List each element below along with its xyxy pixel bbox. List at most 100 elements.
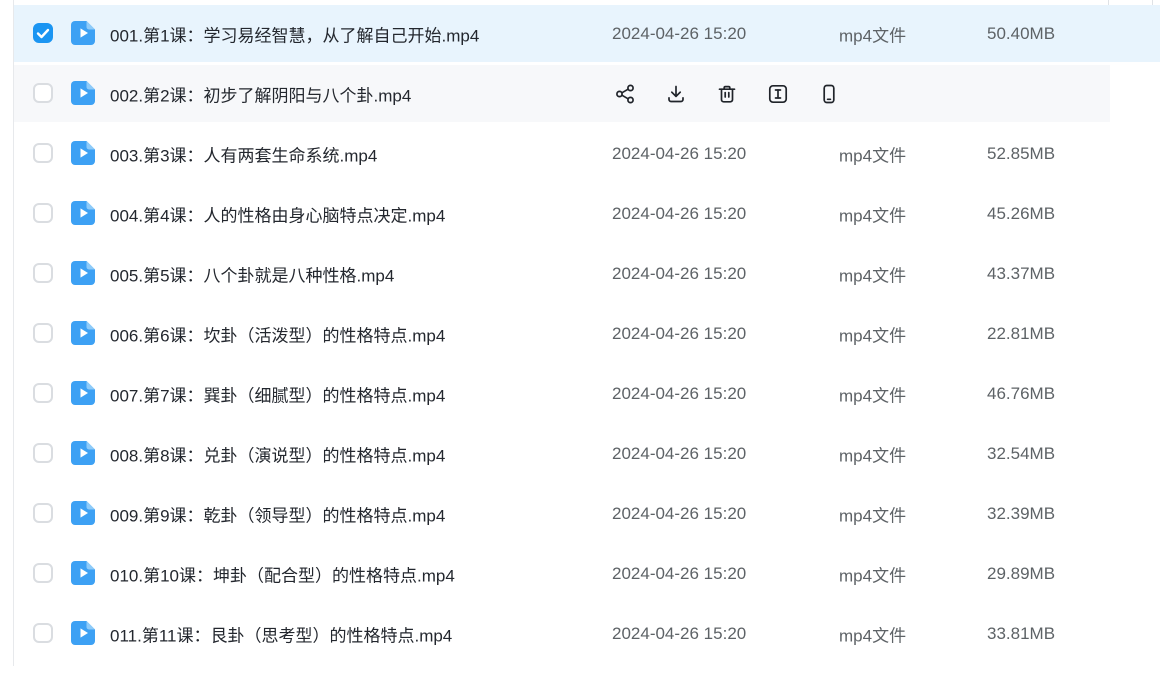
video-file-icon (70, 500, 96, 526)
file-size: 22.81MB (987, 323, 1056, 343)
download-icon (668, 85, 684, 102)
play-icon (80, 88, 88, 98)
file-name[interactable]: 010.第10课：坤卦（配合型）的性格特点.mp4 (110, 566, 455, 585)
row-checkbox[interactable] (33, 443, 53, 463)
file-date: 2024-04-26 15:20 (612, 263, 747, 283)
file-size: 33.81MB (987, 623, 1056, 643)
row-checkbox[interactable] (33, 563, 53, 583)
video-file-icon (70, 320, 96, 346)
panel-divider (13, 0, 14, 666)
file-name[interactable]: 008.第8课：兑卦（演说型）的性格特点.mp4 (110, 446, 446, 465)
play-icon (80, 28, 88, 38)
file-row[interactable]: 011.第11课：艮卦（思考型）的性格特点.mp4 2024-04-26 15:… (14, 605, 1110, 662)
file-size: 32.39MB (987, 503, 1056, 523)
rename-button[interactable] (767, 83, 789, 105)
video-file-icon (70, 260, 96, 286)
file-row[interactable]: 008.第8课：兑卦（演说型）的性格特点.mp4 2024-04-26 15:2… (14, 425, 1110, 482)
file-type: mp4文件 (839, 626, 907, 645)
file-row[interactable]: 005.第5课：八个卦就是八种性格.mp4 2024-04-26 15:20 m… (14, 245, 1110, 302)
video-file-icon (70, 80, 96, 106)
file-name[interactable]: 009.第9课：乾卦（领导型）的性格特点.mp4 (110, 506, 446, 525)
file-name[interactable]: 005.第5课：八个卦就是八种性格.mp4 (110, 266, 395, 285)
row-checkbox[interactable] (33, 503, 53, 523)
file-name[interactable]: 006.第6课：坎卦（活泼型）的性格特点.mp4 (110, 326, 446, 345)
play-icon (80, 208, 88, 218)
file-type: mp4文件 (839, 566, 907, 585)
play-icon (80, 328, 88, 338)
play-icon (80, 568, 88, 578)
file-row[interactable]: 010.第10课：坤卦（配合型）的性格特点.mp4 2024-04-26 15:… (14, 545, 1110, 602)
file-type: mp4文件 (839, 146, 907, 165)
file-row[interactable]: 004.第4课：人的性格由身心脑特点决定.mp4 2024-04-26 15:2… (14, 185, 1110, 242)
video-file-icon (70, 20, 96, 46)
file-type: mp4文件 (839, 26, 907, 45)
file-type: mp4文件 (839, 206, 907, 225)
smartphone-icon (823, 84, 835, 103)
file-date: 2024-04-26 15:20 (612, 323, 747, 343)
file-date: 2024-04-26 15:20 (612, 203, 747, 223)
trash-icon (718, 85, 736, 103)
file-size: 46.76MB (987, 383, 1056, 403)
file-date: 2024-04-26 15:20 (612, 143, 747, 163)
file-row[interactable]: 009.第9课：乾卦（领导型）的性格特点.mp4 2024-04-26 15:2… (14, 485, 1110, 542)
file-date: 2024-04-26 15:20 (612, 23, 747, 43)
column-separator-tick (1152, 0, 1153, 5)
file-name[interactable]: 003.第3课：人有两套生命系统.mp4 (110, 146, 378, 165)
file-date: 2024-04-26 15:20 (612, 383, 747, 403)
row-checkbox[interactable] (33, 383, 53, 403)
video-file-icon (70, 200, 96, 226)
file-date: 2024-04-26 15:20 (612, 443, 747, 463)
row-checkbox[interactable] (33, 83, 53, 103)
rename-box-icon (768, 84, 788, 103)
file-name[interactable]: 007.第7课：巽卦（细腻型）的性格特点.mp4 (110, 386, 446, 405)
file-type: mp4文件 (839, 266, 907, 285)
row-actions (614, 65, 840, 122)
download-button[interactable] (665, 83, 687, 105)
share-button[interactable] (614, 83, 636, 105)
row-checkbox[interactable] (33, 323, 53, 343)
play-icon (80, 448, 88, 458)
file-list: 001.第1课：学习易经智慧，从了解自己开始.mp4 2024-04-26 15… (14, 5, 1160, 665)
row-checkbox[interactable] (33, 623, 53, 643)
play-icon (80, 388, 88, 398)
row-checkbox[interactable] (33, 23, 53, 43)
delete-button[interactable] (716, 83, 738, 105)
file-date: 2024-04-26 15:20 (612, 503, 747, 523)
file-type: mp4文件 (839, 506, 907, 525)
video-file-icon (70, 560, 96, 586)
file-date: 2024-04-26 15:20 (612, 563, 747, 583)
play-icon (80, 268, 88, 278)
file-row[interactable]: 001.第1课：学习易经智慧，从了解自己开始.mp4 2024-04-26 15… (14, 5, 1160, 62)
row-checkbox[interactable] (33, 143, 53, 163)
video-file-icon (70, 440, 96, 466)
file-size: 52.85MB (987, 143, 1056, 163)
file-type: mp4文件 (839, 386, 907, 405)
row-checkbox[interactable] (33, 203, 53, 223)
file-size: 32.54MB (987, 443, 1056, 463)
file-name[interactable]: 011.第11课：艮卦（思考型）的性格特点.mp4 (110, 626, 453, 645)
check-icon (36, 28, 50, 39)
file-name[interactable]: 004.第4课：人的性格由身心脑特点决定.mp4 (110, 206, 446, 225)
video-file-icon (70, 140, 96, 166)
file-date: 2024-04-26 15:20 (612, 623, 747, 643)
file-size: 45.26MB (987, 203, 1056, 223)
column-separator-tick (1108, 0, 1109, 5)
file-row[interactable]: 002.第2课：初步了解阴阳与八个卦.mp4 (14, 65, 1110, 122)
row-checkbox[interactable] (33, 263, 53, 283)
file-row[interactable]: 006.第6课：坎卦（活泼型）的性格特点.mp4 2024-04-26 15:2… (14, 305, 1110, 362)
share-nodes-icon (616, 84, 634, 103)
play-icon (80, 628, 88, 638)
video-file-icon (70, 380, 96, 406)
file-row[interactable]: 003.第3课：人有两套生命系统.mp4 2024-04-26 15:20 mp… (14, 125, 1110, 182)
file-size: 50.40MB (987, 23, 1056, 43)
file-name[interactable]: 002.第2课：初步了解阴阳与八个卦.mp4 (110, 86, 412, 105)
video-file-icon (70, 620, 96, 646)
mobile-button[interactable] (818, 83, 840, 105)
play-icon (80, 148, 88, 158)
file-row[interactable]: 007.第7课：巽卦（细腻型）的性格特点.mp4 2024-04-26 15:2… (14, 365, 1110, 422)
play-icon (80, 508, 88, 518)
file-size: 43.37MB (987, 263, 1056, 283)
file-type: mp4文件 (839, 446, 907, 465)
file-name[interactable]: 001.第1课：学习易经智慧，从了解自己开始.mp4 (110, 26, 480, 45)
file-type: mp4文件 (839, 326, 907, 345)
